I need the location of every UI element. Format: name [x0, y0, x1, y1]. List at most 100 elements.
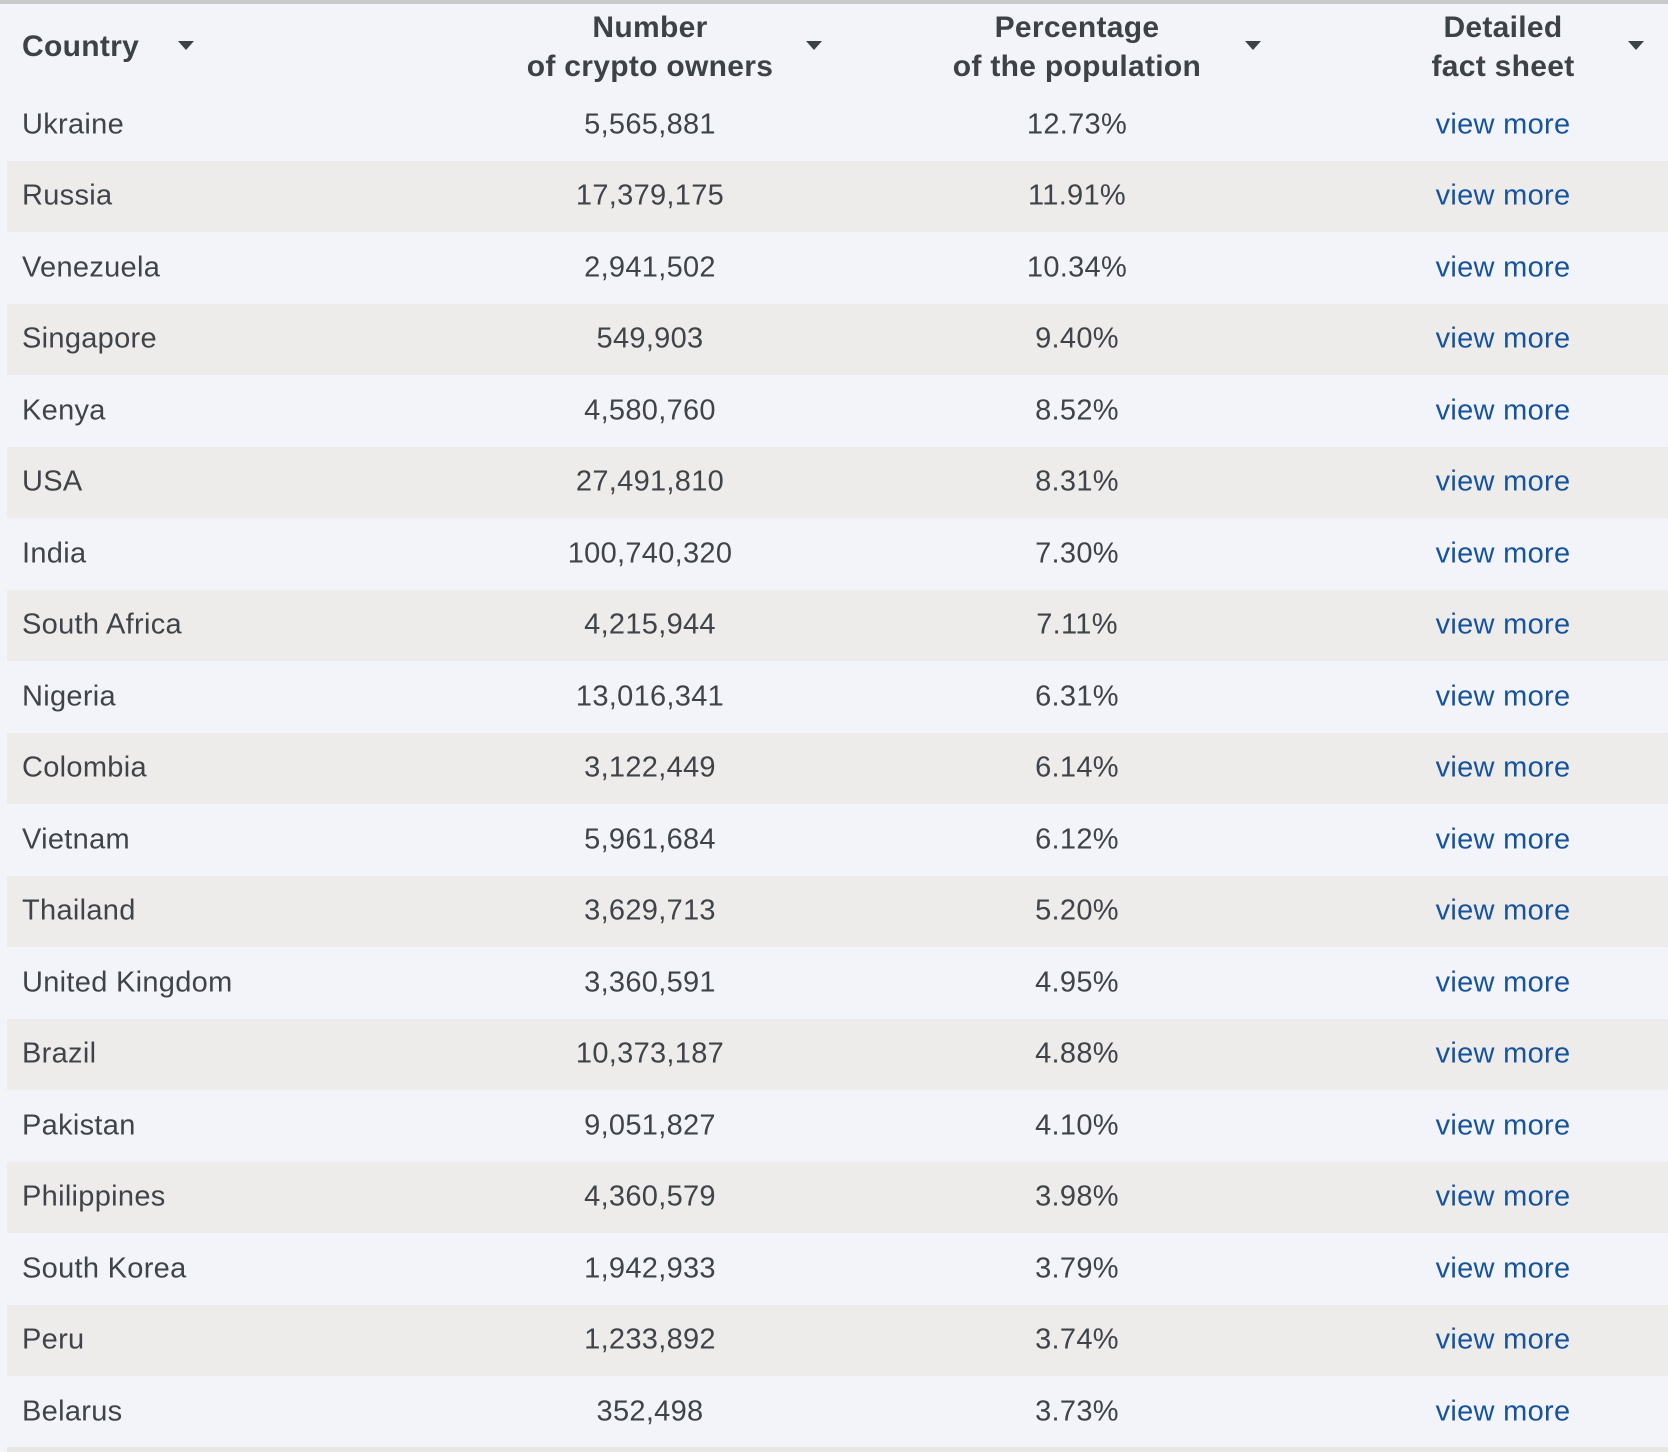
population-percentage-cell: 3.74%: [1035, 1323, 1119, 1356]
country-cell: Pakistan: [22, 1109, 136, 1142]
owners-count-cell: 3,629,713: [584, 894, 716, 927]
caret-down-icon[interactable]: [806, 41, 822, 50]
owners-count-cell: 13,016,341: [575, 680, 725, 713]
view-more-link[interactable]: view more: [1435, 1180, 1571, 1213]
owners-count-cell: 549,903: [596, 322, 704, 355]
country-cell: India: [22, 537, 87, 570]
country-cell: Kenya: [22, 394, 106, 427]
column-header-owners-line1: Number: [592, 10, 708, 44]
country-cell: Singapore: [22, 322, 157, 355]
view-more-link[interactable]: view more: [1435, 251, 1571, 284]
country-cell: Vietnam: [22, 823, 130, 856]
view-more-link[interactable]: view more: [1435, 680, 1571, 713]
country-cell: Philippines: [22, 1180, 166, 1213]
owners-count-cell: 3,122,449: [584, 751, 716, 784]
population-percentage-cell: 10.34%: [1026, 251, 1128, 284]
country-cell: Brazil: [22, 1037, 97, 1070]
view-more-link[interactable]: view more: [1435, 751, 1571, 784]
owners-count-cell: 4,580,760: [584, 394, 716, 427]
column-header-country[interactable]: Country: [22, 4, 139, 89]
country-cell: United Kingdom: [22, 966, 233, 999]
country-cell: Peru: [22, 1323, 85, 1356]
owners-count-cell: 27,491,810: [575, 465, 725, 498]
view-more-link[interactable]: view more: [1435, 1037, 1571, 1070]
owners-count-cell: 1,942,933: [584, 1252, 716, 1285]
view-more-link[interactable]: view more: [1435, 1395, 1571, 1428]
column-header-owners[interactable]: Number of crypto owners: [527, 8, 774, 86]
country-cell: Nigeria: [22, 680, 116, 713]
population-percentage-cell: 3.79%: [1035, 1252, 1119, 1285]
owners-count-cell: 1,233,892: [584, 1323, 716, 1356]
country-cell: Thailand: [22, 894, 136, 927]
table-row: Brazil 10,373,187 4.88% view more: [0, 1018, 1668, 1090]
caret-down-icon[interactable]: [178, 41, 194, 50]
table-row: South Korea 1,942,933 3.79% view more: [0, 1233, 1668, 1305]
population-percentage-cell: 3.73%: [1035, 1395, 1119, 1428]
view-more-link[interactable]: view more: [1435, 537, 1571, 570]
population-percentage-cell: 9.40%: [1035, 322, 1119, 355]
country-cell: USA: [22, 465, 83, 498]
country-cell: Venezuela: [22, 251, 161, 284]
view-more-link[interactable]: view more: [1435, 894, 1571, 927]
column-header-fact-sheet-line2: fact sheet: [1431, 49, 1575, 83]
table-row: Kenya 4,580,760 8.52% view more: [0, 375, 1668, 447]
column-header-owners-line2: of crypto owners: [526, 49, 774, 83]
owners-count-cell: 4,215,944: [584, 608, 716, 641]
owners-count-cell: 5,961,684: [584, 823, 716, 856]
view-more-link[interactable]: view more: [1435, 608, 1571, 641]
population-percentage-cell: 5.20%: [1035, 894, 1119, 927]
table-row: India 100,740,320 7.30% view more: [0, 518, 1668, 590]
column-header-country-label: Country: [22, 29, 140, 63]
view-more-link[interactable]: view more: [1435, 179, 1571, 212]
owners-count-cell: 352,498: [596, 1395, 704, 1428]
population-percentage-cell: 12.73%: [1026, 108, 1128, 141]
table-row: Singapore 549,903 9.40% view more: [0, 303, 1668, 375]
table-row: Pakistan 9,051,827 4.10% view more: [0, 1090, 1668, 1162]
population-percentage-cell: 6.12%: [1035, 823, 1119, 856]
view-more-link[interactable]: view more: [1435, 108, 1571, 141]
caret-down-icon[interactable]: [1245, 41, 1261, 50]
country-cell: Russia: [22, 179, 113, 212]
population-percentage-cell: 4.88%: [1035, 1037, 1119, 1070]
table-row: Vietnam 5,961,684 6.12% view more: [0, 804, 1668, 876]
population-percentage-cell: 11.91%: [1027, 179, 1127, 212]
column-header-percentage[interactable]: Percentage of the population: [953, 8, 1201, 86]
owners-count-cell: 2,941,502: [584, 251, 716, 284]
table-row: Ukraine 5,565,881 12.73% view more: [0, 89, 1668, 161]
view-more-link[interactable]: view more: [1435, 966, 1571, 999]
country-cell: Belarus: [22, 1395, 123, 1428]
owners-count-cell: 100,740,320: [567, 537, 733, 570]
view-more-link[interactable]: view more: [1435, 322, 1571, 355]
view-more-link[interactable]: view more: [1435, 823, 1571, 856]
table-row: Colombia 3,122,449 6.14% view more: [0, 732, 1668, 804]
owners-count-cell: 5,565,881: [584, 108, 716, 141]
population-percentage-cell: 4.95%: [1035, 966, 1119, 999]
table-header-row: Country Number of crypto owners Percenta…: [0, 4, 1668, 89]
column-header-fact-sheet[interactable]: Detailed fact sheet: [1431, 8, 1574, 86]
owners-count-cell: 9,051,827: [584, 1109, 716, 1142]
view-more-link[interactable]: view more: [1435, 1323, 1571, 1356]
population-percentage-cell: 8.52%: [1035, 394, 1119, 427]
country-cell: South Korea: [22, 1252, 187, 1285]
caret-down-icon[interactable]: [1628, 41, 1644, 50]
view-more-link[interactable]: view more: [1435, 465, 1571, 498]
owners-count-cell: 3,360,591: [584, 966, 716, 999]
table-top-border: [0, 0, 1668, 4]
table-row: Belarus 352,498 3.73% view more: [0, 1376, 1668, 1448]
owners-count-cell: 17,379,175: [575, 179, 725, 212]
owners-count-cell: 4,360,579: [584, 1180, 716, 1213]
table-row: South Africa 4,215,944 7.11% view more: [0, 589, 1668, 661]
view-more-link[interactable]: view more: [1435, 1252, 1571, 1285]
column-header-percentage-line1: Percentage: [994, 10, 1160, 44]
table-row: USA 27,491,810 8.31% view more: [0, 446, 1668, 518]
population-percentage-cell: 8.31%: [1035, 465, 1119, 498]
view-more-link[interactable]: view more: [1435, 394, 1571, 427]
table-row: Russia 17,379,175 11.91% view more: [0, 160, 1668, 232]
next-row-partial: [7, 1447, 1668, 1452]
table-row: Philippines 4,360,579 3.98% view more: [0, 1161, 1668, 1233]
table-row: Venezuela 2,941,502 10.34% view more: [0, 232, 1668, 304]
column-header-fact-sheet-line1: Detailed: [1443, 10, 1563, 44]
population-percentage-cell: 4.10%: [1035, 1109, 1119, 1142]
view-more-link[interactable]: view more: [1435, 1109, 1571, 1142]
